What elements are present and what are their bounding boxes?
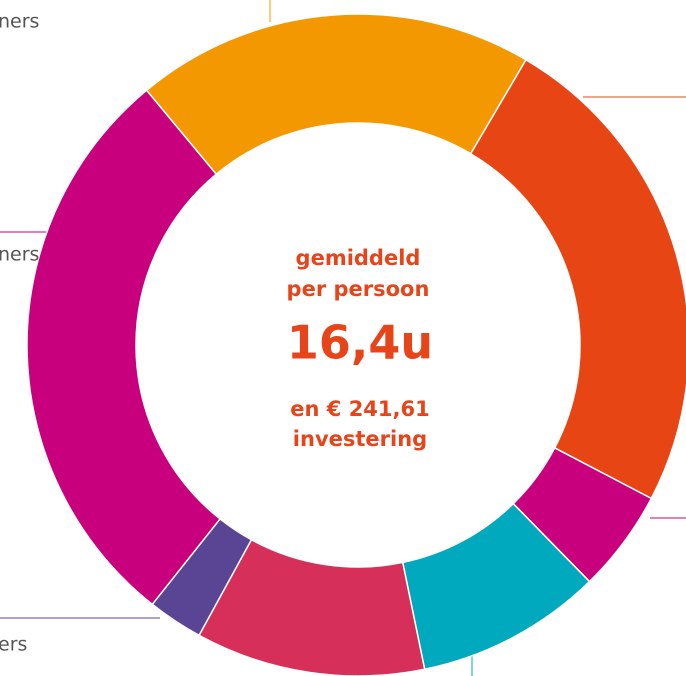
center-text: investering	[293, 427, 427, 451]
center-text: en € 241,61	[290, 397, 429, 421]
donut	[26, 13, 686, 676]
donut-slice	[145, 13, 528, 176]
center-value: 16,4u	[287, 316, 433, 370]
center-text: per persoon	[287, 277, 430, 301]
donut-slice	[469, 58, 686, 500]
center-text: gemiddeld	[296, 246, 421, 270]
side-label: ners	[0, 244, 39, 266]
side-label: ners	[0, 11, 39, 33]
side-label: ers	[0, 634, 27, 656]
donut-slice	[26, 89, 222, 606]
